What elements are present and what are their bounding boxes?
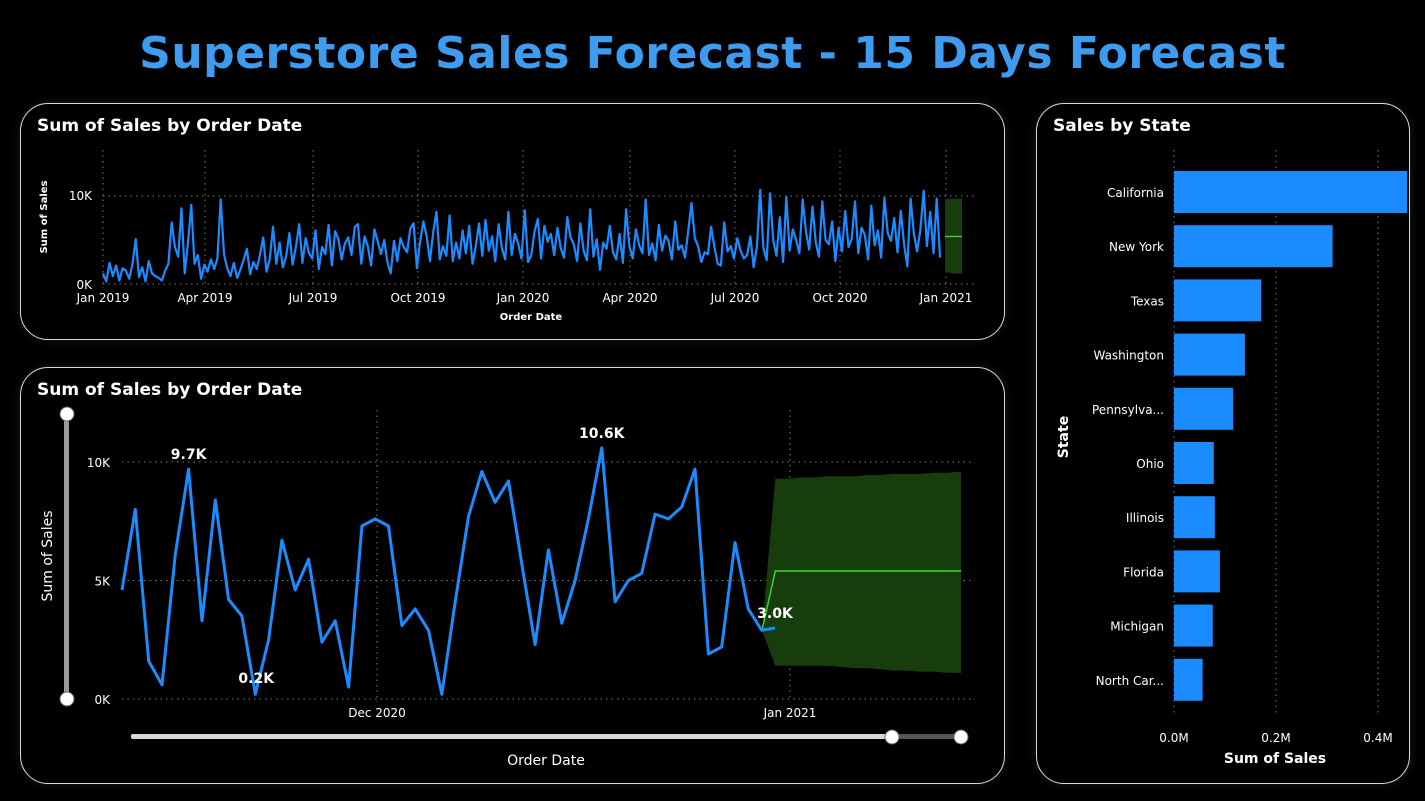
dashboard-title: Superstore Sales Forecast - 15 Days Fore… bbox=[139, 28, 1286, 79]
overview-x-tick-label: Apr 2020 bbox=[602, 291, 657, 305]
x-range-slider-left-handle[interactable] bbox=[884, 729, 900, 745]
state-bar[interactable] bbox=[1174, 333, 1245, 376]
state-category-label: Pennsylva... bbox=[1092, 403, 1164, 417]
overview-chart-title: Sum of Sales by Order Date bbox=[37, 116, 303, 136]
state-bar[interactable] bbox=[1174, 550, 1220, 593]
detail-x-tick-label: Jan 2021 bbox=[763, 706, 817, 720]
state-x-tick-label: 0.2M bbox=[1261, 731, 1290, 745]
state-bar[interactable] bbox=[1174, 171, 1408, 213]
state-category-label: Ohio bbox=[1136, 457, 1164, 471]
state-x-tick-label: 0.4M bbox=[1363, 731, 1392, 745]
x-range-slider-selected bbox=[131, 734, 892, 739]
x-range-slider-right-handle[interactable] bbox=[953, 729, 969, 745]
overview-x-axis-title: Order Date bbox=[500, 312, 563, 323]
detail-data-label: 3.0K bbox=[757, 606, 794, 622]
detail-data-label: 0.2K bbox=[238, 671, 275, 687]
detail-forecast-band bbox=[762, 471, 961, 673]
overview-x-tick-label: Apr 2019 bbox=[177, 291, 232, 305]
state-category-label: Texas bbox=[1130, 294, 1164, 308]
overview-chart-panel: Sum of Sales by Order Date bbox=[20, 103, 1005, 340]
state-category-label: California bbox=[1107, 186, 1164, 200]
state-x-axis-title: Sum of Sales bbox=[1224, 751, 1326, 767]
state-category-label: Florida bbox=[1123, 565, 1164, 579]
detail-forecast-line bbox=[761, 570, 961, 631]
state-chart-title: Sales by State bbox=[1053, 116, 1191, 136]
detail-y-tick-label: 10K bbox=[87, 456, 111, 470]
state-category-label: New York bbox=[1109, 240, 1164, 254]
state-bar[interactable] bbox=[1174, 387, 1234, 430]
state-y-axis-title: State bbox=[1056, 416, 1072, 458]
overview-x-tick-label: Jul 2020 bbox=[710, 291, 760, 305]
state-bar[interactable] bbox=[1174, 658, 1203, 701]
state-bar[interactable] bbox=[1174, 225, 1333, 268]
state-x-tick-label: 0.0M bbox=[1159, 731, 1188, 745]
overview-x-tick-label: Oct 2020 bbox=[812, 291, 867, 305]
y-range-slider-top-handle[interactable] bbox=[59, 406, 75, 422]
state-bar[interactable] bbox=[1174, 442, 1214, 484]
y-range-slider-track[interactable] bbox=[64, 414, 69, 699]
detail-data-label: 10.6K bbox=[579, 426, 626, 442]
detail-series-line bbox=[120, 446, 776, 696]
overview-x-tick-label: Oct 2019 bbox=[390, 291, 445, 305]
detail-x-tick-label: Dec 2020 bbox=[348, 706, 406, 720]
state-category-label: Illinois bbox=[1126, 511, 1164, 525]
detail-chart-title: Sum of Sales by Order Date bbox=[37, 380, 303, 400]
state-category-label: Washington bbox=[1093, 349, 1164, 363]
detail-y-axis-title: Sum of Sales bbox=[40, 510, 56, 601]
state-bar[interactable] bbox=[1174, 279, 1262, 322]
state-chart-panel: Sales by State bbox=[1036, 103, 1410, 784]
overview-x-tick-label: Jan 2019 bbox=[76, 291, 130, 305]
state-bar[interactable] bbox=[1174, 496, 1215, 539]
overview-y-axis-title: Sum of Sales bbox=[39, 180, 50, 253]
y-range-slider-bottom-handle[interactable] bbox=[59, 691, 75, 707]
state-category-label: Michigan bbox=[1110, 620, 1164, 634]
overview-series-line bbox=[101, 188, 942, 283]
overview-y-tick-label: 0K bbox=[76, 278, 93, 292]
detail-x-axis-title: Order Date bbox=[507, 753, 585, 769]
state-category-label: North Car... bbox=[1096, 674, 1164, 688]
overview-x-tick-label: Jul 2019 bbox=[288, 291, 338, 305]
state-bar[interactable] bbox=[1174, 604, 1213, 647]
detail-data-label: 9.7K bbox=[171, 447, 208, 463]
overview-x-tick-label: Jan 2021 bbox=[919, 291, 973, 305]
detail-y-tick-label: 0K bbox=[94, 693, 111, 707]
overview-x-tick-label: Jan 2020 bbox=[496, 291, 550, 305]
detail-y-tick-label: 5K bbox=[94, 575, 111, 589]
overview-y-tick-label: 10K bbox=[69, 189, 93, 203]
